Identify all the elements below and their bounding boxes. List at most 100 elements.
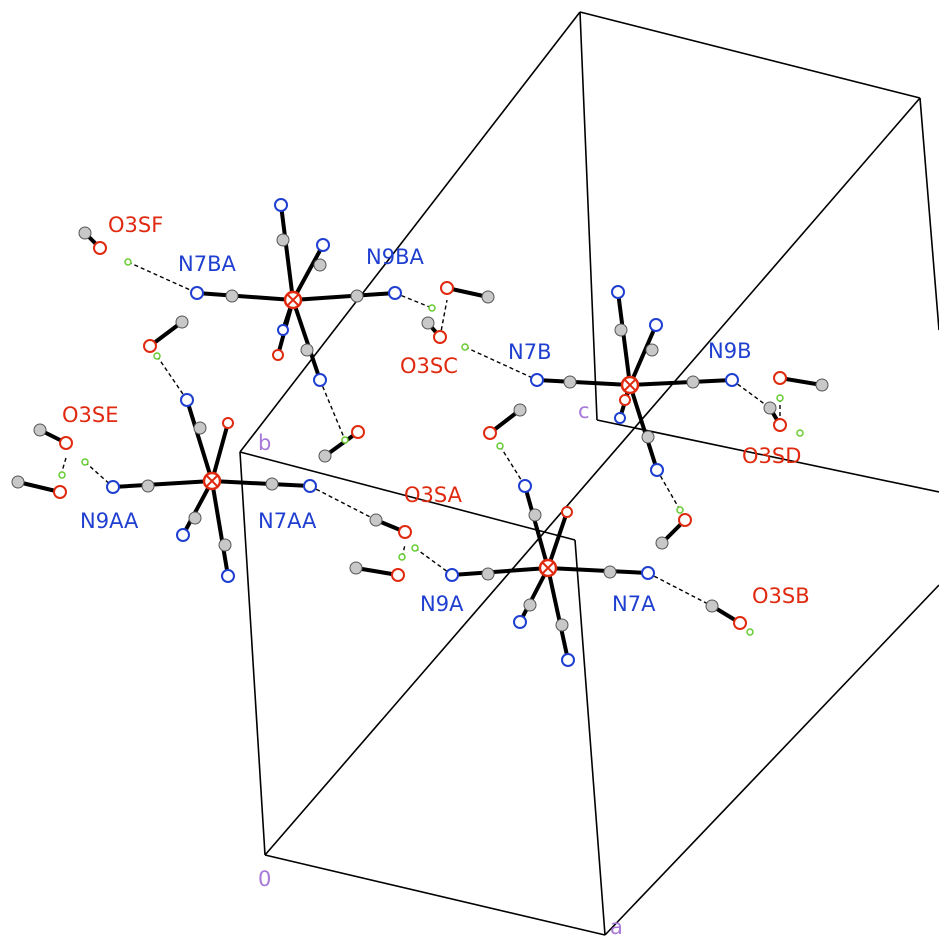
atom-label: O3SE xyxy=(62,403,119,427)
carbon-atom xyxy=(194,422,206,434)
nitrogen-atom xyxy=(317,239,329,251)
bond xyxy=(293,300,320,380)
nitrogen-atom xyxy=(651,464,663,476)
carbon-atom xyxy=(556,619,568,631)
bond xyxy=(548,568,648,573)
nitrogen-atom xyxy=(275,199,287,211)
hydrogen-atom xyxy=(462,344,468,350)
hydrogen-bond xyxy=(310,486,376,520)
bond xyxy=(113,481,212,487)
hydrogen-atom xyxy=(777,395,783,401)
nitrogen-atom xyxy=(107,481,119,493)
hydrogen-atom xyxy=(125,259,131,265)
carbon-atom xyxy=(79,227,91,239)
oxygen-atom xyxy=(734,617,746,629)
carbon-atom xyxy=(219,539,231,551)
carbon-atom xyxy=(12,476,24,488)
carbon-atom xyxy=(176,316,188,328)
oxygen-atom xyxy=(60,437,72,449)
nitrogen-atom xyxy=(314,374,326,386)
oxygen-atom xyxy=(273,350,283,360)
oxygen-atom xyxy=(54,486,66,498)
bond xyxy=(618,292,630,385)
hydrogen-atom xyxy=(82,459,88,465)
atom-label: O3SA xyxy=(404,483,463,507)
carbon-atom xyxy=(482,291,494,303)
oxygen-atom xyxy=(94,242,106,254)
oxygen-atom xyxy=(484,427,496,439)
carbon-atom xyxy=(319,450,331,462)
atom-label: N9AA xyxy=(80,509,139,533)
atom-label: N7AA xyxy=(258,509,317,533)
bond xyxy=(212,481,310,486)
nitrogen-atom xyxy=(304,480,316,492)
unit-cell xyxy=(240,12,939,935)
nitrogen-atom xyxy=(177,529,189,541)
nitrogen-atom xyxy=(531,374,543,386)
atom-label: N7A xyxy=(612,592,656,616)
carbon-atom xyxy=(706,600,718,612)
crystal-packing-figure: O3SF N7BA N9BA O3SC N7B N9B O3SD O3SE N9… xyxy=(0,0,939,940)
nitrogen-atom xyxy=(278,325,288,335)
nitrogen-atom xyxy=(612,286,624,298)
nitrogen-atom xyxy=(514,616,526,628)
oxygen-atom xyxy=(679,514,691,526)
carbon-atom xyxy=(514,404,526,416)
hydrogen-atom xyxy=(399,554,405,560)
carbon-atom xyxy=(656,537,668,549)
atom-label: N7BA xyxy=(178,252,236,276)
hydrogen-bond xyxy=(648,573,712,606)
oxygen-atom xyxy=(441,282,453,294)
hydrogen-atom xyxy=(677,507,683,513)
hydrogen-atom xyxy=(154,353,160,359)
nitrogen-atom xyxy=(519,480,531,492)
nitrogen-atom xyxy=(191,287,203,299)
carbon-atom xyxy=(482,568,494,580)
atom-label: O3SD xyxy=(742,444,801,468)
carbon-atom xyxy=(687,376,699,388)
carbon-atom xyxy=(816,379,828,391)
hydrogen-atom xyxy=(412,545,418,551)
labels: O3SF N7BA N9BA O3SC N7B N9B O3SD O3SE N9… xyxy=(62,213,810,939)
hydrogen-atom xyxy=(59,472,65,478)
carbon-atom xyxy=(277,234,289,246)
carbon-atom xyxy=(615,324,627,336)
atom-label: N7B xyxy=(508,340,551,364)
carbon-atom xyxy=(642,431,654,443)
bond xyxy=(281,205,293,300)
nitrogen-atom xyxy=(562,654,574,666)
carbon-atom xyxy=(142,480,154,492)
carbon-atom xyxy=(524,599,536,611)
hydrogen-atom xyxy=(747,629,753,635)
nitrogen-atom xyxy=(642,567,654,579)
atom-label: O3SC xyxy=(400,354,458,378)
oxygen-atom xyxy=(399,526,411,538)
oxygen-atom xyxy=(774,419,786,431)
oxygen-atom xyxy=(223,418,233,428)
atom-label: O3SF xyxy=(108,213,163,237)
bond xyxy=(537,380,630,385)
nitrogen-atom xyxy=(615,413,625,423)
oxygen-atom xyxy=(434,331,446,343)
hydrogen-bond xyxy=(157,356,187,400)
axis-label: b xyxy=(258,431,271,455)
axis-label: c xyxy=(578,399,590,423)
hydrogen-bond xyxy=(320,380,345,440)
hydrogen-atom xyxy=(797,430,803,436)
axis-label: 0 xyxy=(258,867,271,891)
atom-label: N9BA xyxy=(366,245,424,269)
bond xyxy=(548,568,568,660)
nitrogen-atom xyxy=(650,319,662,331)
oxygen-atom xyxy=(144,340,156,352)
carbon-atom xyxy=(314,259,326,271)
carbon-atom xyxy=(266,478,278,490)
carbon-atom xyxy=(529,509,541,521)
oxygen-atom xyxy=(620,395,630,405)
atom-label: O3SB xyxy=(752,584,810,608)
nitrogen-atom xyxy=(726,374,738,386)
bond xyxy=(630,380,732,385)
carbon-atom xyxy=(351,290,363,302)
oxygen-atom xyxy=(774,372,786,384)
hydrogen-bond xyxy=(732,380,770,408)
hydrogen-atom xyxy=(342,437,348,443)
